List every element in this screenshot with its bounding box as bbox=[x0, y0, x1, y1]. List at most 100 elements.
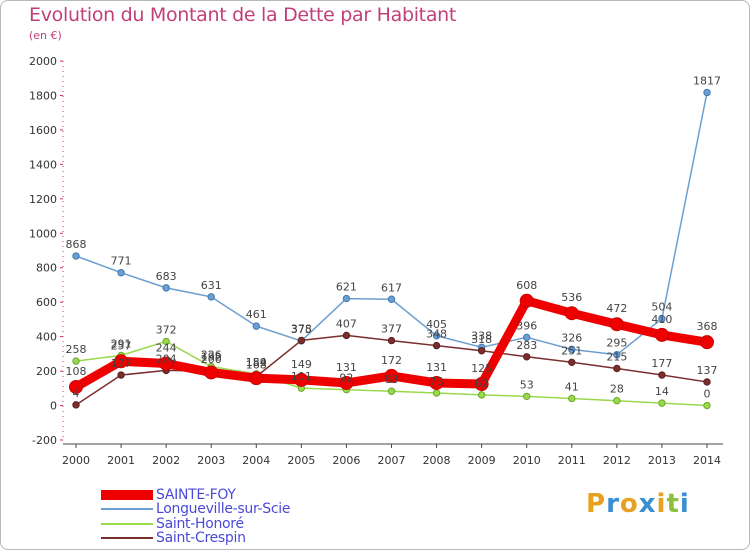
data-point-sainte-foy bbox=[294, 372, 309, 387]
data-label-saint-crespin: 407 bbox=[336, 317, 357, 330]
data-label-longueville-sur-scie: 631 bbox=[201, 279, 222, 292]
data-label-longueville-sur-scie: 396 bbox=[516, 319, 537, 332]
data-point-saint-honore bbox=[523, 392, 531, 401]
data-label-sainte-foy: 159 bbox=[246, 356, 267, 369]
y-tick-label: 1000 bbox=[29, 227, 57, 240]
data-label-sainte-foy: 472 bbox=[606, 302, 627, 315]
x-tick-label: 2012 bbox=[603, 454, 631, 467]
y-tick-label: 600 bbox=[36, 296, 57, 309]
data-point-longueville-sur-scie bbox=[342, 294, 351, 303]
data-point-longueville-sur-scie bbox=[72, 252, 80, 260]
y-tick-label: 400 bbox=[36, 331, 57, 344]
legend-swatch-sainte-foy bbox=[101, 490, 153, 500]
data-label-longueville-sur-scie: 326 bbox=[561, 331, 582, 344]
data-label-longueville-sur-scie: 338 bbox=[471, 329, 492, 342]
data-label-sainte-foy: 131 bbox=[336, 361, 357, 374]
data-point-saint-crespin bbox=[523, 353, 531, 361]
logo-letter: x bbox=[638, 489, 657, 519]
data-point-sainte-foy bbox=[474, 377, 489, 392]
data-label-saint-honore: 92 bbox=[339, 372, 353, 385]
chart-labels: 258 291 372 226 184 101 92 83 73 62 53 41 28 14 0 868 77… bbox=[66, 75, 722, 401]
data-point-saint-crespin bbox=[477, 347, 486, 355]
data-label-longueville-sur-scie: 1817 bbox=[693, 75, 721, 88]
y-tick-label: 1600 bbox=[29, 124, 57, 137]
data-label-sainte-foy: 536 bbox=[561, 291, 582, 304]
data-label-saint-honore: 101 bbox=[291, 370, 312, 383]
legend-label-sainte-foy: SAINTE-FOY bbox=[156, 487, 236, 503]
data-label-sainte-foy: 125 bbox=[471, 362, 492, 375]
data-point-sainte-foy bbox=[159, 356, 174, 371]
data-label-saint-honore: 53 bbox=[520, 378, 534, 391]
data-label-sainte-foy: 257 bbox=[111, 339, 132, 352]
x-tick-label: 2014 bbox=[693, 454, 721, 467]
series-line-longueville-sur-scie bbox=[75, 91, 708, 356]
data-label-saint-honore: 258 bbox=[66, 343, 87, 356]
x-tick-label: 2007 bbox=[378, 454, 406, 467]
data-label-longueville-sur-scie: 504 bbox=[651, 301, 672, 314]
data-label-saint-honore: 184 bbox=[246, 356, 267, 369]
data-label-saint-crespin: 251 bbox=[561, 344, 582, 357]
x-tick-label: 2002 bbox=[152, 454, 180, 467]
x-tick-label: 2010 bbox=[513, 454, 541, 467]
data-point-saint-honore bbox=[703, 401, 711, 410]
legend-swatch-saint-crespin bbox=[101, 537, 153, 539]
data-label-saint-crespin: 4 bbox=[73, 387, 80, 400]
data-point-sainte-foy bbox=[654, 327, 669, 342]
x-tick-label: 2013 bbox=[648, 454, 676, 467]
data-label-longueville-sur-scie: 617 bbox=[381, 281, 402, 294]
y-tick-label: 1800 bbox=[29, 89, 57, 102]
legend-label-longueville-sur-scie: Longueville-sur-Scie bbox=[156, 501, 291, 517]
x-tick-label: 2005 bbox=[287, 454, 315, 467]
data-point-saint-honore bbox=[658, 399, 666, 407]
data-label-longueville-sur-scie: 405 bbox=[426, 318, 447, 331]
logo-letter: r bbox=[606, 489, 620, 519]
data-label-longueville-sur-scie: 771 bbox=[111, 255, 132, 268]
data-point-saint-honore bbox=[477, 391, 486, 399]
logo-letter: o bbox=[619, 489, 639, 519]
x-tick-label: 2003 bbox=[197, 454, 225, 467]
data-label-saint-honore: 73 bbox=[430, 375, 444, 388]
data-point-saint-crespin bbox=[387, 336, 396, 345]
data-label-saint-crespin: 378 bbox=[291, 322, 312, 335]
data-point-saint-honore bbox=[568, 394, 576, 403]
logo-letter: t bbox=[666, 489, 680, 519]
data-label-saint-crespin: 204 bbox=[156, 352, 177, 365]
data-point-sainte-foy bbox=[564, 306, 579, 321]
data-label-saint-honore: 291 bbox=[111, 337, 132, 350]
chart-points bbox=[69, 88, 714, 410]
data-label-saint-crespin: 283 bbox=[516, 339, 537, 352]
data-label-saint-crespin: 200 bbox=[201, 353, 222, 366]
data-label-saint-honore: 41 bbox=[565, 380, 579, 393]
logo-letter: i bbox=[656, 489, 667, 519]
data-label-longueville-sur-scie: 461 bbox=[246, 308, 267, 321]
legend-label-saint-honore: Saint-Honoré bbox=[156, 516, 244, 532]
legend-item-longueville-sur-scie: Longueville-sur-Scie bbox=[101, 501, 290, 517]
data-label-saint-honore: 372 bbox=[156, 323, 177, 336]
data-label-saint-honore: 226 bbox=[201, 349, 222, 362]
data-label-saint-honore: 14 bbox=[655, 385, 669, 398]
y-tick-label: 1400 bbox=[29, 158, 57, 171]
data-point-saint-crespin bbox=[342, 331, 351, 340]
data-point-saint-crespin bbox=[613, 364, 621, 373]
data-point-longueville-sur-scie bbox=[703, 88, 711, 97]
data-point-saint-crespin bbox=[658, 371, 666, 379]
chart-axes: -200 0 200 400 600 800 1000 1200 1400 1600 1800 200… bbox=[29, 55, 723, 467]
logo-letter: i bbox=[679, 489, 690, 519]
data-label-sainte-foy: 192 bbox=[201, 350, 222, 363]
data-point-saint-crespin bbox=[117, 371, 125, 379]
x-tick-label: 2009 bbox=[468, 454, 496, 467]
data-label-longueville-sur-scie: 375 bbox=[291, 323, 312, 336]
data-point-saint-honore bbox=[72, 357, 80, 365]
x-tick-label: 2004 bbox=[242, 454, 270, 467]
data-label-saint-honore: 0 bbox=[704, 388, 711, 401]
data-point-saint-honore bbox=[432, 389, 441, 397]
data-label-sainte-foy: 131 bbox=[426, 361, 447, 374]
data-label-saint-crespin: 215 bbox=[606, 351, 627, 364]
data-point-sainte-foy bbox=[69, 379, 83, 394]
data-label-saint-crespin: 318 bbox=[471, 333, 492, 346]
data-point-saint-crespin bbox=[568, 358, 576, 367]
data-point-longueville-sur-scie bbox=[387, 295, 396, 303]
data-label-saint-crespin: 177 bbox=[651, 357, 672, 370]
data-label-longueville-sur-scie: 683 bbox=[156, 270, 177, 283]
